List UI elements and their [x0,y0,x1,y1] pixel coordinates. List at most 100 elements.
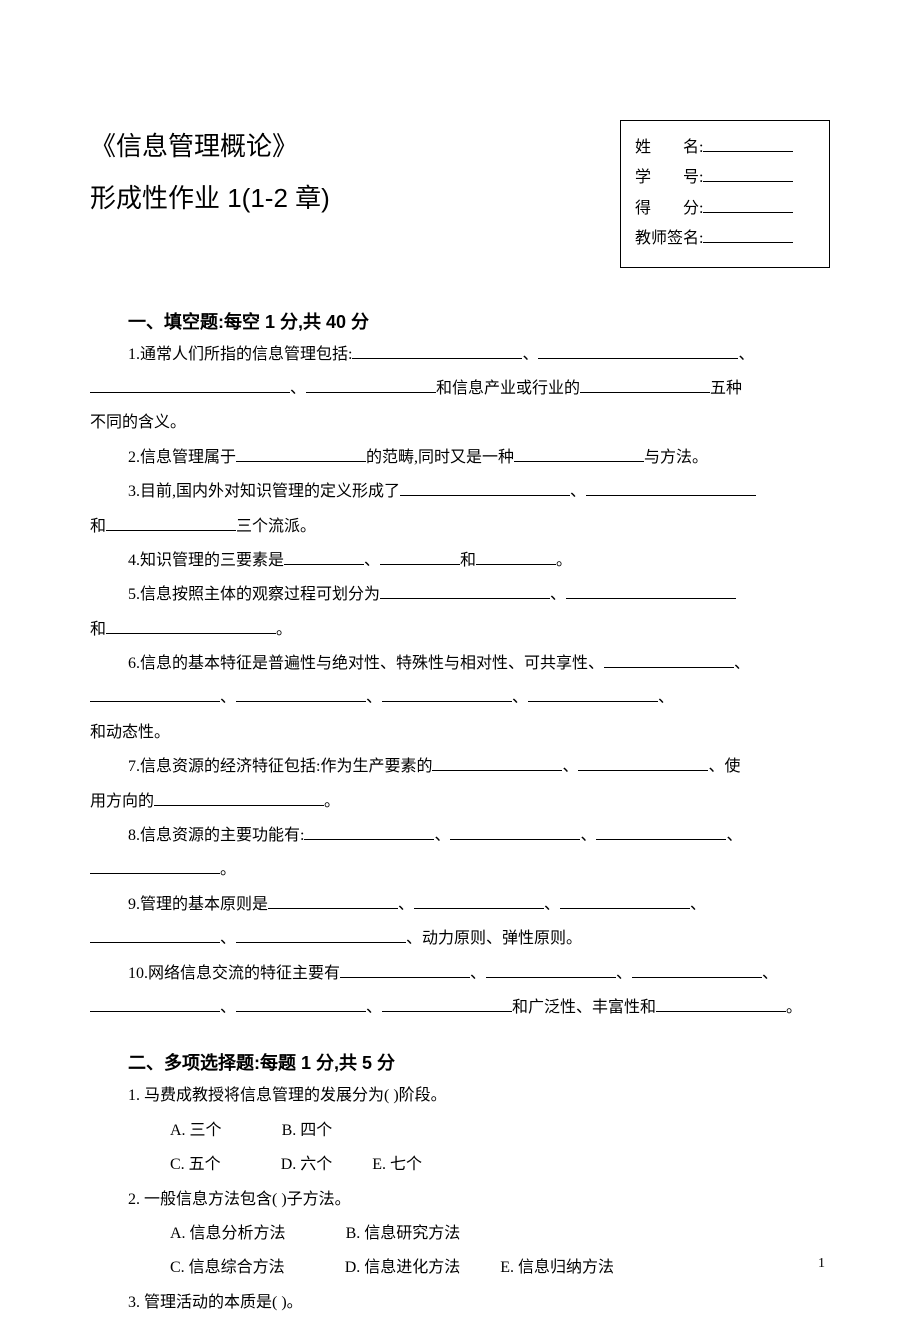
q5-line1: 5.信息按照主体的观察过程可划分为、 [90,578,830,612]
q2-text-b: 的范畴,同时又是一种 [366,449,514,466]
sep: 、 [366,689,382,706]
q10-line2: 、、和广泛性、丰富性和。 [90,991,830,1025]
q5-text-b: 和 [90,621,106,638]
q9-text-b: 、动力原则、弹性原则。 [406,930,582,947]
sep: 、 [220,999,236,1016]
blank [580,380,710,393]
period: 。 [324,793,340,810]
sep: 、 [364,552,380,569]
q2: 2.信息管理属于 的范畴,同时又是一种 与方法。 [90,441,830,475]
student-info-box: 姓 名: 学 号: 得 分: 教师签名: [620,120,830,268]
sep: 、 [550,586,566,603]
mc1-options-2: C. 五个D. 六个E. 七个 [170,1148,830,1182]
score-label-1: 得 [635,200,651,217]
blank [578,758,708,771]
sep: 、 [570,483,586,500]
blank [586,483,756,496]
q1-line1: 1.通常人们所指的信息管理包括:、、 [90,338,830,372]
id-label-1: 学 [635,169,651,186]
sep: 、 [434,827,450,844]
sep: 、 [220,930,236,947]
q3-text-c: 三个流派。 [236,518,316,535]
title-block: 《信息管理概论》 形成性作业 1(1-2 章) [90,120,330,224]
q3-line1: 3.目前,国内外对知识管理的定义形成了 、 [90,475,830,509]
sep: 、 [290,380,306,397]
q5-line2: 和。 [90,613,830,647]
q6-line2: 、、、、 [90,681,830,715]
mc3-question: 3. 管理活动的本质是( )。 [90,1286,830,1320]
blank [106,518,236,531]
q7-text-c: 用方向的 [90,793,154,810]
mc2-opt-d: D. 信息进化方法 [345,1259,461,1276]
blank [284,552,364,565]
header-row: 《信息管理概论》 形成性作业 1(1-2 章) 姓 名: 学 号: 得 分: 教… [90,120,830,268]
sep: 、 [398,896,414,913]
sep: 、 [562,758,578,775]
blank [236,930,406,943]
q1-text-c: 五种 [710,380,742,397]
sep: 、 [512,689,528,706]
mc2-options-1: A. 信息分析方法B. 信息研究方法 [170,1217,830,1251]
blank [414,896,544,909]
q10-line1: 10.网络信息交流的特征主要有、、、 [90,957,830,991]
sep: 、 [690,896,706,913]
mc2-opt-e: E. 信息归纳方法 [500,1259,614,1276]
mc2-options-2: C. 信息综合方法 D. 信息进化方法 E. 信息归纳方法 [170,1251,830,1285]
blank [236,690,366,703]
id-label-2: 号: [683,169,703,186]
blank [486,965,616,978]
title-line-1: 《信息管理概论》 [90,120,330,172]
blank [538,346,738,359]
period: 。 [276,621,292,638]
spacer [90,1025,830,1049]
blank [90,380,290,393]
sep: 、 [726,827,742,844]
id-blank [703,166,793,182]
q4: 4.知识管理的三要素是、和。 [90,544,830,578]
q3-text-a: 3.目前,国内外对知识管理的定义形成了 [128,483,400,500]
q6-text-a: 6.信息的基本特征是普遍性与绝对性、特殊性与相对性、可共享性、 [128,655,604,672]
q9-line1: 9.管理的基本原则是、、、 [90,888,830,922]
sep: 、 [470,965,486,982]
q6-line3: 和动态性。 [90,716,830,750]
info-id-row: 学 号: [635,163,811,193]
mc2-opt-c: C. 信息综合方法 [170,1259,285,1276]
info-score-row: 得 分: [635,194,811,224]
score-label-2: 分: [683,200,703,217]
sep: 、 [762,965,778,982]
sep: 、 [738,346,754,363]
q1-line2: 、 和信息产业或行业的 五种 [90,372,830,406]
sep: 、 [616,965,632,982]
period: 。 [556,552,572,569]
multiple-choice-section: 1. 马费成教授将信息管理的发展分为( )阶段。 A. 三个B. 四个 C. 五… [90,1079,830,1320]
mc1-question: 1. 马费成教授将信息管理的发展分为( )阶段。 [90,1079,830,1113]
blank [90,930,220,943]
q1-text-b: 和信息产业或行业的 [436,380,580,397]
blank [380,587,550,600]
blank [382,999,512,1012]
blank [352,346,522,359]
q2-text-c: 与方法。 [644,449,708,466]
q8-line1: 8.信息资源的主要功能有:、、、 [90,819,830,853]
sep: 、 [734,655,750,672]
section-2-heading: 二、多项选择题:每题 1 分,共 5 分 [128,1049,830,1075]
q2-text-a: 2.信息管理属于 [128,449,236,466]
q3-line2: 和三个流派。 [90,510,830,544]
blank [450,827,580,840]
sep: 、 [580,827,596,844]
info-teacher-row: 教师签名: [635,224,811,254]
mc1-opt-b: B. 四个 [282,1122,333,1139]
blank [514,449,644,462]
name-label-1: 姓 [635,139,651,156]
blank [340,965,470,978]
fill-blank-section: 1.通常人们所指的信息管理包括:、、 、和信息产业或行业的五种 不同的含义。 2… [90,338,830,1026]
blank [236,449,366,462]
q7-line2: 用方向的 。 [90,785,830,819]
period: 。 [220,861,236,878]
sep: 、 [544,896,560,913]
q10-text-b: 和广泛性、丰富性和 [512,999,656,1016]
mc2-opt-a: A. 信息分析方法 [170,1225,286,1242]
q8-line2: 。 [90,853,830,887]
q4-text-a: 4.知识管理的三要素是 [128,552,284,569]
mc1-opt-c: C. 五个 [170,1156,221,1173]
